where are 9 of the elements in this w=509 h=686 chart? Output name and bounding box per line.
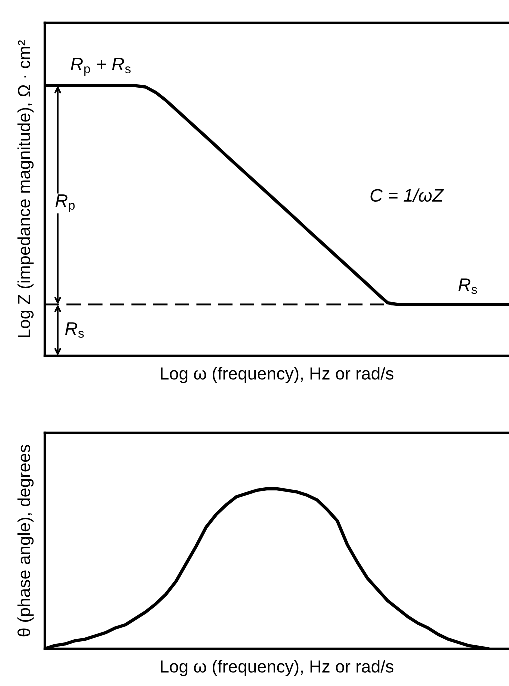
annotation: R$_{s}$ <box>458 278 478 294</box>
y-axis-title: Log Z (impedance magnitude), Ω · cm² <box>18 40 34 338</box>
annotation: R$_{s}$ <box>66 322 84 338</box>
x-axis-title: Log ω (frequency), Hz or rad/s <box>161 367 394 384</box>
x-axis-title: Log ω (frequency), Hz or rad/s <box>161 660 394 676</box>
text: R$_{p}$ + R$_{s}$ <box>71 58 131 76</box>
annotation: R$_{p}$ <box>56 194 75 213</box>
annotation: C = 1/ωZ <box>370 188 444 202</box>
y-axis-title: θ (phase angle), degrees <box>18 445 34 637</box>
